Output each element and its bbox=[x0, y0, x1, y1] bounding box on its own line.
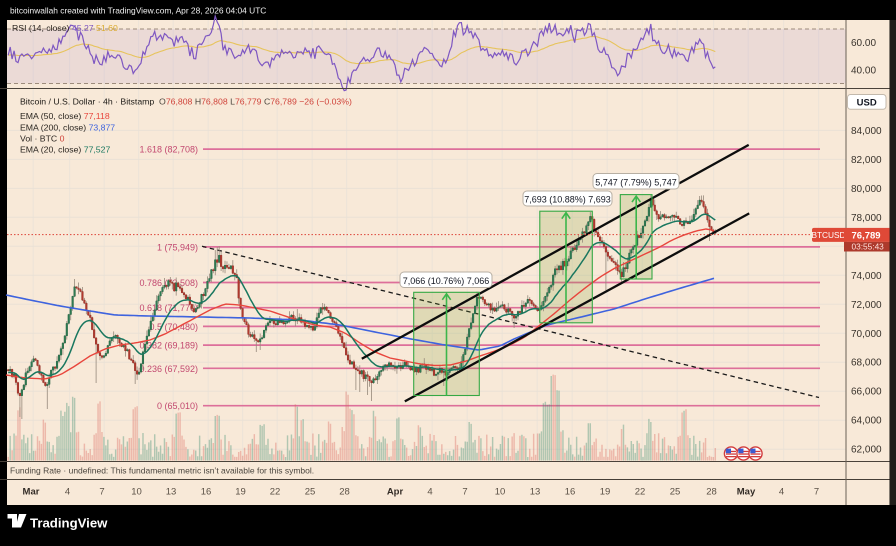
svg-text:84,000: 84,000 bbox=[851, 126, 882, 137]
svg-text:28: 28 bbox=[339, 487, 350, 498]
svg-text:13: 13 bbox=[166, 487, 177, 498]
svg-text:25: 25 bbox=[305, 487, 316, 498]
svg-text:1.618 (82,708): 1.618 (82,708) bbox=[139, 145, 198, 155]
svg-text:bitcoinwallah created with Tra: bitcoinwallah created with TradingView.c… bbox=[10, 6, 266, 16]
svg-text:66,000: 66,000 bbox=[851, 387, 882, 398]
svg-text:25: 25 bbox=[670, 487, 681, 498]
svg-text:0 (65,010): 0 (65,010) bbox=[157, 401, 198, 411]
svg-text:USD: USD bbox=[857, 98, 877, 109]
svg-text:22: 22 bbox=[635, 487, 646, 498]
svg-text:82,000: 82,000 bbox=[851, 155, 882, 166]
svg-text:13: 13 bbox=[530, 487, 541, 498]
svg-text:19: 19 bbox=[235, 487, 246, 498]
svg-text:19: 19 bbox=[600, 487, 611, 498]
svg-text:BTCUSD: BTCUSD bbox=[811, 230, 845, 240]
svg-text:28: 28 bbox=[706, 487, 717, 498]
svg-text:40.00: 40.00 bbox=[851, 66, 876, 77]
svg-text:16: 16 bbox=[201, 487, 212, 498]
svg-text:EMA (50, close) 77,118: EMA (50, close) 77,118 bbox=[20, 111, 110, 121]
svg-text:70,000: 70,000 bbox=[851, 329, 882, 340]
svg-text:68,000: 68,000 bbox=[851, 358, 882, 369]
svg-text:5,747 (7.79%) 5,747: 5,747 (7.79%) 5,747 bbox=[595, 177, 677, 187]
svg-text:64,000: 64,000 bbox=[851, 416, 882, 427]
svg-text:4: 4 bbox=[427, 487, 432, 498]
svg-text:10: 10 bbox=[495, 487, 506, 498]
svg-text:4: 4 bbox=[65, 487, 70, 498]
svg-text:0.236 (67,592): 0.236 (67,592) bbox=[139, 364, 198, 374]
svg-text:7: 7 bbox=[814, 487, 819, 498]
svg-text:Vol · BTC 0: Vol · BTC 0 bbox=[20, 134, 65, 144]
svg-text:72,000: 72,000 bbox=[851, 300, 882, 311]
svg-text:RSI (14, close) 45.27 51.60: RSI (14, close) 45.27 51.60 bbox=[12, 23, 118, 33]
svg-text:22: 22 bbox=[270, 487, 281, 498]
svg-text:78,000: 78,000 bbox=[851, 213, 882, 224]
svg-text:16: 16 bbox=[565, 487, 576, 498]
svg-text:4: 4 bbox=[779, 487, 784, 498]
svg-text:60.00: 60.00 bbox=[851, 38, 876, 49]
svg-text:EMA (200, close) 73,877: EMA (200, close) 73,877 bbox=[20, 123, 115, 133]
svg-text:62,000: 62,000 bbox=[851, 445, 882, 456]
svg-text:Bitcoin / U.S. Dollar · 4h · B: Bitcoin / U.S. Dollar · 4h · Bitstamp O7… bbox=[20, 97, 352, 107]
svg-text:7,066 (10.76%) 7,066: 7,066 (10.76%) 7,066 bbox=[403, 276, 490, 286]
svg-text:03:55:43: 03:55:43 bbox=[852, 242, 885, 252]
svg-text:TradingView: TradingView bbox=[30, 516, 108, 531]
svg-text:Apr: Apr bbox=[387, 487, 404, 498]
svg-text:1 (75,949): 1 (75,949) bbox=[157, 242, 198, 252]
svg-text:0.5 (70,480): 0.5 (70,480) bbox=[149, 322, 198, 332]
svg-text:Funding Rate · undefined: This: Funding Rate · undefined: This fundament… bbox=[10, 466, 314, 476]
svg-text:Mar: Mar bbox=[23, 487, 40, 498]
svg-text:0.618 (71,770): 0.618 (71,770) bbox=[139, 303, 198, 313]
svg-text:10: 10 bbox=[131, 487, 142, 498]
svg-text:76,789: 76,789 bbox=[852, 230, 881, 241]
svg-text:7: 7 bbox=[99, 487, 104, 498]
svg-text:7,693 (10.88%) 7,693: 7,693 (10.88%) 7,693 bbox=[524, 195, 611, 205]
svg-text:EMA (20, close) 77,527: EMA (20, close) 77,527 bbox=[20, 145, 110, 155]
svg-text:74,000: 74,000 bbox=[851, 271, 882, 282]
svg-text:May: May bbox=[737, 487, 756, 498]
svg-text:7: 7 bbox=[462, 487, 467, 498]
svg-text:80,000: 80,000 bbox=[851, 184, 882, 195]
